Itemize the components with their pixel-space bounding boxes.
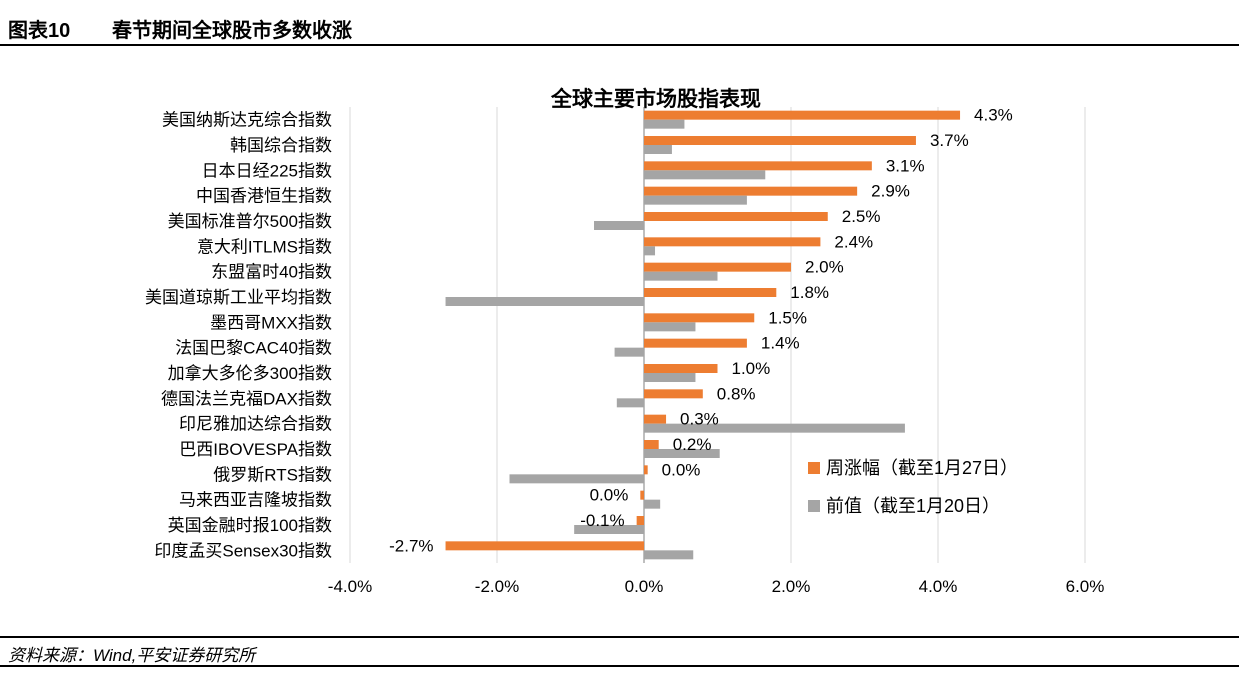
legend: 周涨幅（截至1月27日） 前值（截至1月20日） (808, 458, 1018, 516)
x-tick-label: -4.0% (328, 577, 372, 596)
bar-previous (644, 423, 905, 433)
bar-previous (644, 322, 696, 332)
bar-current (644, 338, 747, 348)
bar-previous (594, 221, 644, 230)
data-label: 2.0% (805, 258, 844, 277)
figure-header: 图表10 春节期间全球股市多数收涨 (8, 14, 352, 43)
bar-current (644, 288, 777, 297)
category-label: 俄罗斯RTS指数 (213, 465, 332, 484)
footer-rule-top (0, 636, 1239, 638)
x-tick-label: 0.0% (625, 577, 664, 596)
bar-previous (644, 246, 656, 256)
bar-current (644, 414, 667, 424)
bar-current (445, 541, 644, 551)
bar-current (644, 313, 755, 323)
figure-number: 图表10 (8, 20, 71, 42)
category-label: 印度孟买Sensex30指数 (154, 541, 332, 560)
data-label: 2.4% (834, 232, 873, 251)
bar-current (644, 465, 648, 475)
bar-current (644, 237, 821, 247)
data-label: 0.2% (673, 435, 712, 454)
bar-current (636, 516, 644, 525)
figure-title: 春节期间全球股市多数收涨 (112, 20, 352, 42)
category-label: 加拿大多伦多300指数 (168, 363, 332, 383)
legend-label: 前值（截至1月20日） (826, 496, 1000, 516)
bar-previous (644, 119, 685, 129)
bar-current (644, 110, 961, 120)
data-label: 0.3% (680, 410, 719, 429)
category-label: 英国金融时报100指数 (168, 516, 332, 535)
data-label: 2.5% (842, 207, 881, 226)
x-tick-label: 6.0% (1066, 577, 1105, 596)
bar-previous (644, 550, 694, 560)
bar-previous (445, 297, 644, 306)
data-label: 1.0% (732, 359, 771, 378)
bar-previous (644, 449, 720, 458)
data-label: 1.4% (761, 334, 800, 353)
data-label: 0.8% (717, 384, 756, 403)
labels: -4.0% -2.0% 0.0% 2.0% 4.0% 6.0% 美国纳斯达克综合指数 4.3%… (145, 106, 1104, 596)
data-label: 2.9% (871, 182, 910, 201)
data-label: 1.5% (768, 308, 807, 327)
category-label: 中国香港恒生指数 (196, 187, 332, 206)
legend-label: 周涨幅（截至1月27日） (826, 458, 1018, 478)
data-label: 0.0% (662, 460, 701, 479)
category-label: 印尼雅加达综合指数 (179, 415, 332, 434)
footer-rule-bottom (0, 665, 1239, 667)
category-label: 法国巴黎CAC40指数 (175, 339, 332, 358)
bar-current (644, 389, 703, 399)
chart-title: 全球主要市场股指表现 (550, 87, 761, 111)
category-label: 美国纳斯达克综合指数 (162, 111, 332, 130)
bar-current (644, 161, 872, 171)
bar-previous (644, 499, 661, 509)
bar-chart: 全球主要市场股指表现 -4.0% -2.0% 0.0% 2.0% 4.0% 6.0% 美国纳… (145, 87, 1104, 596)
bar-previous (574, 525, 644, 534)
bar-current (640, 490, 644, 500)
legend-swatch (808, 462, 820, 474)
data-label: 3.7% (930, 131, 969, 150)
data-label: -0.1% (580, 511, 624, 530)
category-label: 马来西亚吉隆坡指数 (179, 491, 332, 510)
bar-current (644, 212, 828, 221)
bar-current (644, 440, 659, 449)
source-note: 资料来源：Wind,平安证券研究所 (8, 646, 256, 665)
legend-swatch (808, 500, 820, 512)
bar-previous (644, 145, 672, 154)
category-label: 东盟富时40指数 (211, 263, 332, 282)
category-label: 日本日经225指数 (202, 161, 332, 180)
x-tick-label: 2.0% (772, 577, 811, 596)
data-label: 3.1% (886, 156, 925, 175)
data-label: -2.7% (389, 536, 433, 555)
data-label: 0.0% (590, 486, 629, 505)
gridlines (349, 107, 1086, 563)
bar-previous (614, 347, 644, 357)
bar-previous (616, 398, 644, 408)
x-tick-label: -2.0% (475, 577, 519, 596)
category-label: 美国道琼斯工业平均指数 (145, 288, 332, 307)
category-label: 韩国综合指数 (230, 136, 332, 155)
category-label: 美国标准普尔500指数 (168, 212, 332, 231)
data-label: 4.3% (974, 106, 1013, 125)
x-tick-label: 4.0% (919, 577, 958, 596)
bar-previous (644, 195, 747, 205)
bar-current (644, 136, 916, 145)
category-label: 巴西IBOVESPA指数 (179, 440, 332, 459)
bar-current (644, 364, 718, 373)
category-label: 德国法兰克福DAX指数 (161, 389, 332, 408)
bars (445, 110, 961, 560)
bar-previous (509, 474, 644, 484)
data-label: 1.8% (790, 283, 829, 302)
bar-previous (644, 373, 696, 382)
category-label: 意大利ITLMS指数 (197, 237, 332, 256)
category-label: 墨西哥MXX指数 (210, 313, 332, 332)
bar-current (644, 262, 791, 272)
header-rule (0, 44, 1239, 46)
bar-current (644, 186, 858, 196)
bar-previous (644, 170, 766, 180)
bar-previous (644, 271, 718, 281)
